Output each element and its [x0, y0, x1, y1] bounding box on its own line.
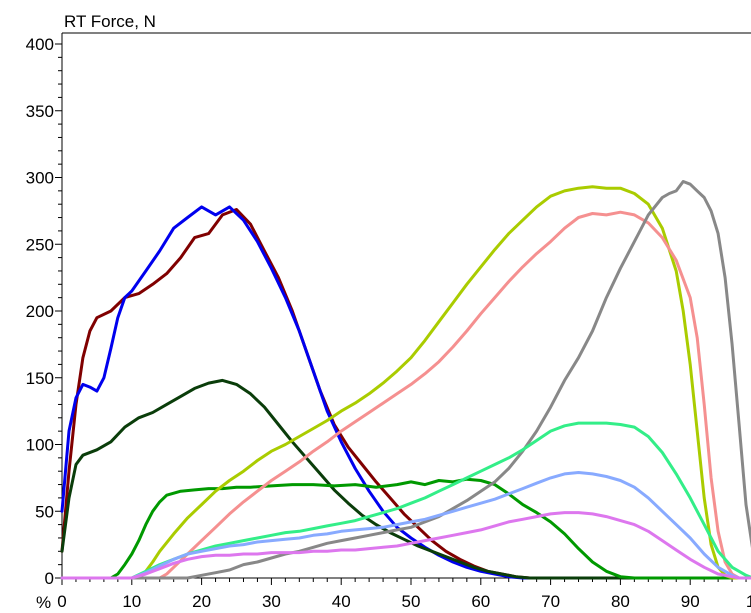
- series-line-9: [60, 471, 751, 580]
- x-tick-label: 70: [541, 592, 560, 611]
- series-line-2: [60, 205, 751, 580]
- x-tick-label: 40: [332, 592, 351, 611]
- x-tick-label: 90: [681, 592, 700, 611]
- series-line-5: [60, 185, 751, 580]
- y-axis-ticks: 0 50 100 150 200 250 300 350 400: [26, 35, 62, 588]
- y-tick-label: 0: [45, 569, 54, 588]
- x-tick-label: 10: [122, 592, 141, 611]
- y-tick-label: 250: [26, 235, 54, 254]
- x-tick-label: 80: [611, 592, 630, 611]
- x-tick-label: 100: [746, 592, 751, 611]
- series-line-3: [60, 378, 751, 580]
- x-tick-label: 0: [57, 592, 66, 611]
- x-tick-label: 20: [192, 592, 211, 611]
- series-line-10: [60, 511, 751, 580]
- x-axis-ticks: 0 10 20 30 40 50 60 70 80 90 100: [57, 578, 751, 611]
- series-line-4: [60, 477, 751, 580]
- y-tick-label: 400: [26, 35, 54, 54]
- series-line-6: [60, 210, 751, 580]
- x-tick-label: 60: [471, 592, 490, 611]
- x-tick-label: 50: [402, 592, 421, 611]
- y-tick-label: 150: [26, 369, 54, 388]
- series-line-8: [60, 421, 751, 580]
- series-lines: [60, 180, 751, 580]
- y-tick-label: 350: [26, 102, 54, 121]
- y-tick-label: 50: [35, 502, 54, 521]
- y-tick-label: 200: [26, 302, 54, 321]
- chart-title: RT Force, N: [64, 12, 156, 31]
- y-tick-label: 300: [26, 169, 54, 188]
- x-tick-label: 30: [262, 592, 281, 611]
- y-tick-label: 100: [26, 436, 54, 455]
- x-axis-label: %: [36, 593, 51, 612]
